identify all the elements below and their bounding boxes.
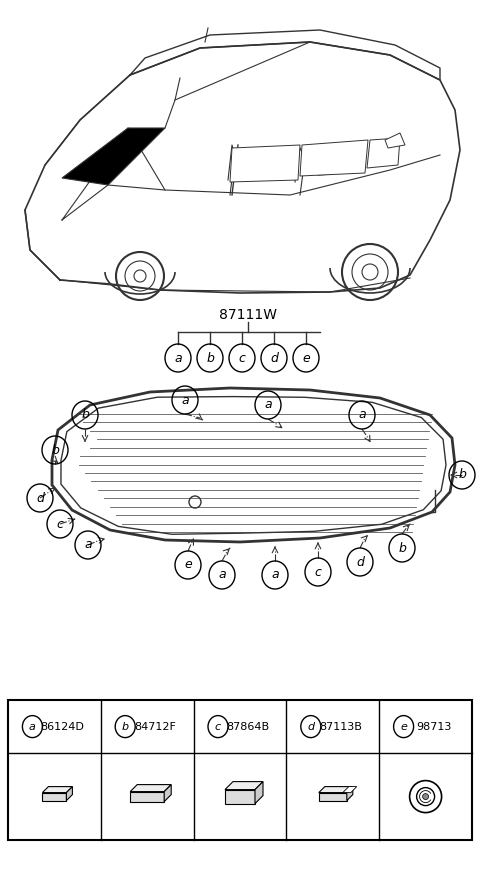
Text: 84712F: 84712F: [134, 721, 176, 732]
Polygon shape: [300, 140, 368, 176]
Text: e: e: [184, 559, 192, 571]
Text: c: c: [314, 566, 322, 578]
Text: a: a: [358, 408, 366, 422]
Text: d: d: [270, 352, 278, 364]
Text: a: a: [264, 399, 272, 411]
Polygon shape: [66, 787, 72, 801]
Polygon shape: [62, 128, 165, 185]
Text: b: b: [458, 469, 466, 482]
Text: a: a: [84, 538, 92, 552]
PathPatch shape: [61, 397, 446, 534]
Text: a: a: [181, 393, 189, 407]
Circle shape: [422, 794, 429, 800]
Polygon shape: [42, 793, 66, 801]
Polygon shape: [230, 145, 300, 182]
Text: b: b: [121, 721, 129, 732]
Text: d: d: [36, 492, 44, 505]
Bar: [8, 700, 472, 840]
PathPatch shape: [52, 388, 455, 542]
Text: c: c: [57, 517, 63, 530]
Text: b: b: [51, 444, 59, 456]
Polygon shape: [367, 138, 400, 168]
Polygon shape: [225, 789, 255, 804]
Text: e: e: [302, 352, 310, 364]
Text: 87113B: 87113B: [319, 721, 362, 732]
Text: 87111W: 87111W: [219, 308, 277, 322]
Text: a: a: [271, 568, 279, 582]
Text: c: c: [215, 721, 221, 732]
Polygon shape: [164, 785, 171, 802]
Text: a: a: [218, 568, 226, 582]
Polygon shape: [347, 787, 353, 801]
Polygon shape: [130, 785, 171, 791]
Polygon shape: [130, 791, 164, 802]
Polygon shape: [385, 133, 405, 148]
Text: a: a: [29, 721, 36, 732]
Text: e: e: [400, 721, 407, 732]
Text: 86124D: 86124D: [40, 721, 84, 732]
Polygon shape: [255, 781, 263, 804]
Text: d: d: [307, 721, 314, 732]
Text: a: a: [174, 352, 182, 364]
Text: d: d: [356, 555, 364, 568]
Text: c: c: [239, 352, 245, 364]
Text: b: b: [206, 352, 214, 364]
Polygon shape: [319, 787, 353, 793]
Polygon shape: [225, 781, 263, 789]
Text: 98713: 98713: [416, 721, 451, 732]
Polygon shape: [319, 793, 347, 801]
Text: b: b: [81, 408, 89, 422]
Text: b: b: [398, 542, 406, 554]
Text: 87864B: 87864B: [227, 721, 270, 732]
Polygon shape: [343, 787, 357, 793]
Polygon shape: [42, 787, 72, 793]
